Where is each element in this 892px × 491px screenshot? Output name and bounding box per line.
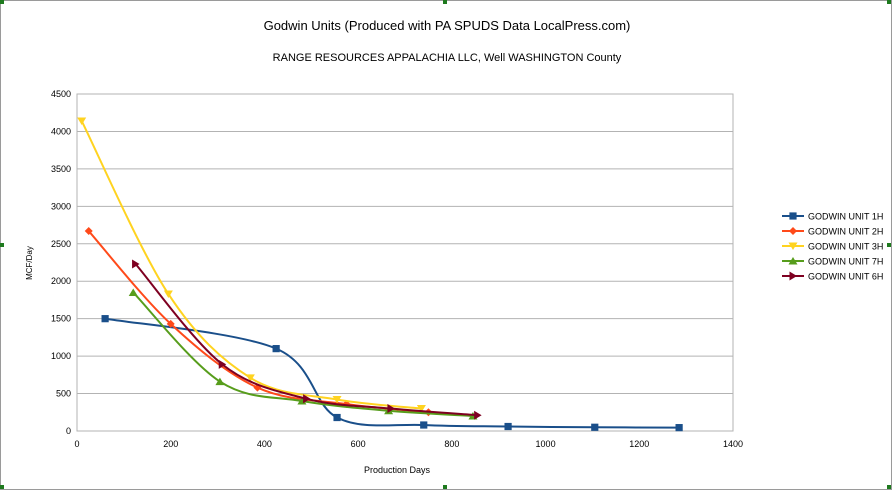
legend-label: GODWIN UNIT 1H [808,212,883,222]
y-tick-label: 4000 [51,126,71,136]
legend-marker [789,212,797,220]
series-2 [84,227,433,417]
legend-entry: GODWIN UNIT 7H [782,257,883,267]
data-point [474,410,482,420]
data-point [332,396,342,404]
x-tick-label: 200 [163,439,178,449]
x-tick-label: 1400 [723,439,743,449]
y-tick-label: 3500 [51,164,71,174]
data-point [245,374,255,382]
selection-handle[interactable] [443,0,447,4]
legend-label: GODWIN UNIT 7H [808,257,883,267]
legend: GODWIN UNIT 1H GODWIN UNIT 2H GODWIN UNIT … [782,212,883,282]
series-3 [77,117,426,413]
data-point [272,345,280,353]
series-5 [132,259,482,420]
chart-grid [77,93,733,432]
y-axis-ticks: 0 500 1000 1500 2000 2500 3000 3500 4000 4500 [51,89,71,436]
selection-handle[interactable] [887,0,891,4]
selection-handle[interactable] [887,243,891,247]
x-tick-label: 800 [444,439,459,449]
legend-entry: GODWIN UNIT 2H [782,227,883,237]
data-point [163,290,173,298]
legend-entry: GODWIN UNIT 6H [782,271,883,282]
legend-marker [789,227,797,235]
data-point [333,413,341,422]
data-point [420,421,428,429]
data-point [416,405,426,413]
y-tick-label: 500 [56,389,71,399]
chart-subtitle: RANGE RESOURCES APPALACHIA LLC, Well WAS… [272,52,622,64]
legend-marker [788,242,798,250]
legend-label: GODWIN UNIT 6H [808,272,883,282]
series-line [80,120,422,410]
x-tick-label: 600 [351,439,366,449]
x-axis-label: Production Days [364,465,431,475]
data-point [84,227,93,236]
data-point [297,397,307,405]
data-point [218,359,227,369]
legend-marker [788,257,798,265]
x-tick-label: 0 [74,439,79,449]
y-tick-label: 2500 [51,239,71,249]
x-tick-label: 1000 [536,439,556,449]
legend-label: GODWIN UNIT 2H [808,227,883,237]
data-point [128,288,138,296]
y-tick-label: 4500 [51,89,71,99]
selection-handle[interactable] [0,0,4,4]
selection-handle[interactable] [887,485,891,489]
plot-area [76,93,734,432]
y-tick-label: 3000 [51,201,71,211]
y-tick-label: 1000 [51,351,71,361]
selection-handle[interactable] [0,485,4,489]
x-axis-ticks: 0 200 400 600 800 1000 1200 1400 [74,439,743,449]
series-1 [101,315,683,432]
legend-label: GODWIN UNIT 3H [808,242,883,252]
y-tick-label: 1500 [51,314,71,324]
data-point [675,424,683,432]
data-point [387,404,395,414]
data-point [166,319,175,328]
chart-title: Godwin Units (Produced with PA SPUDS Dat… [263,18,631,33]
y-tick-label: 2000 [51,276,71,286]
data-point [215,377,225,386]
selection-handle[interactable] [443,485,447,489]
x-tick-label: 400 [257,439,272,449]
data-point [591,423,599,431]
y-tick-label: 0 [66,426,71,436]
series-4 [128,288,478,420]
legend-entry: GODWIN UNIT 3H [782,242,883,252]
y-axis-label: MCF/Day [25,246,34,280]
selection-handle[interactable] [0,243,4,247]
data-point [132,259,140,269]
data-point [101,315,109,323]
x-tick-label: 1200 [629,439,649,449]
data-point [77,117,87,125]
data-point [303,394,311,404]
legend-entry: GODWIN UNIT 1H [782,212,883,222]
series-group [77,117,683,432]
data-point [504,422,512,431]
legend-marker [789,271,797,281]
